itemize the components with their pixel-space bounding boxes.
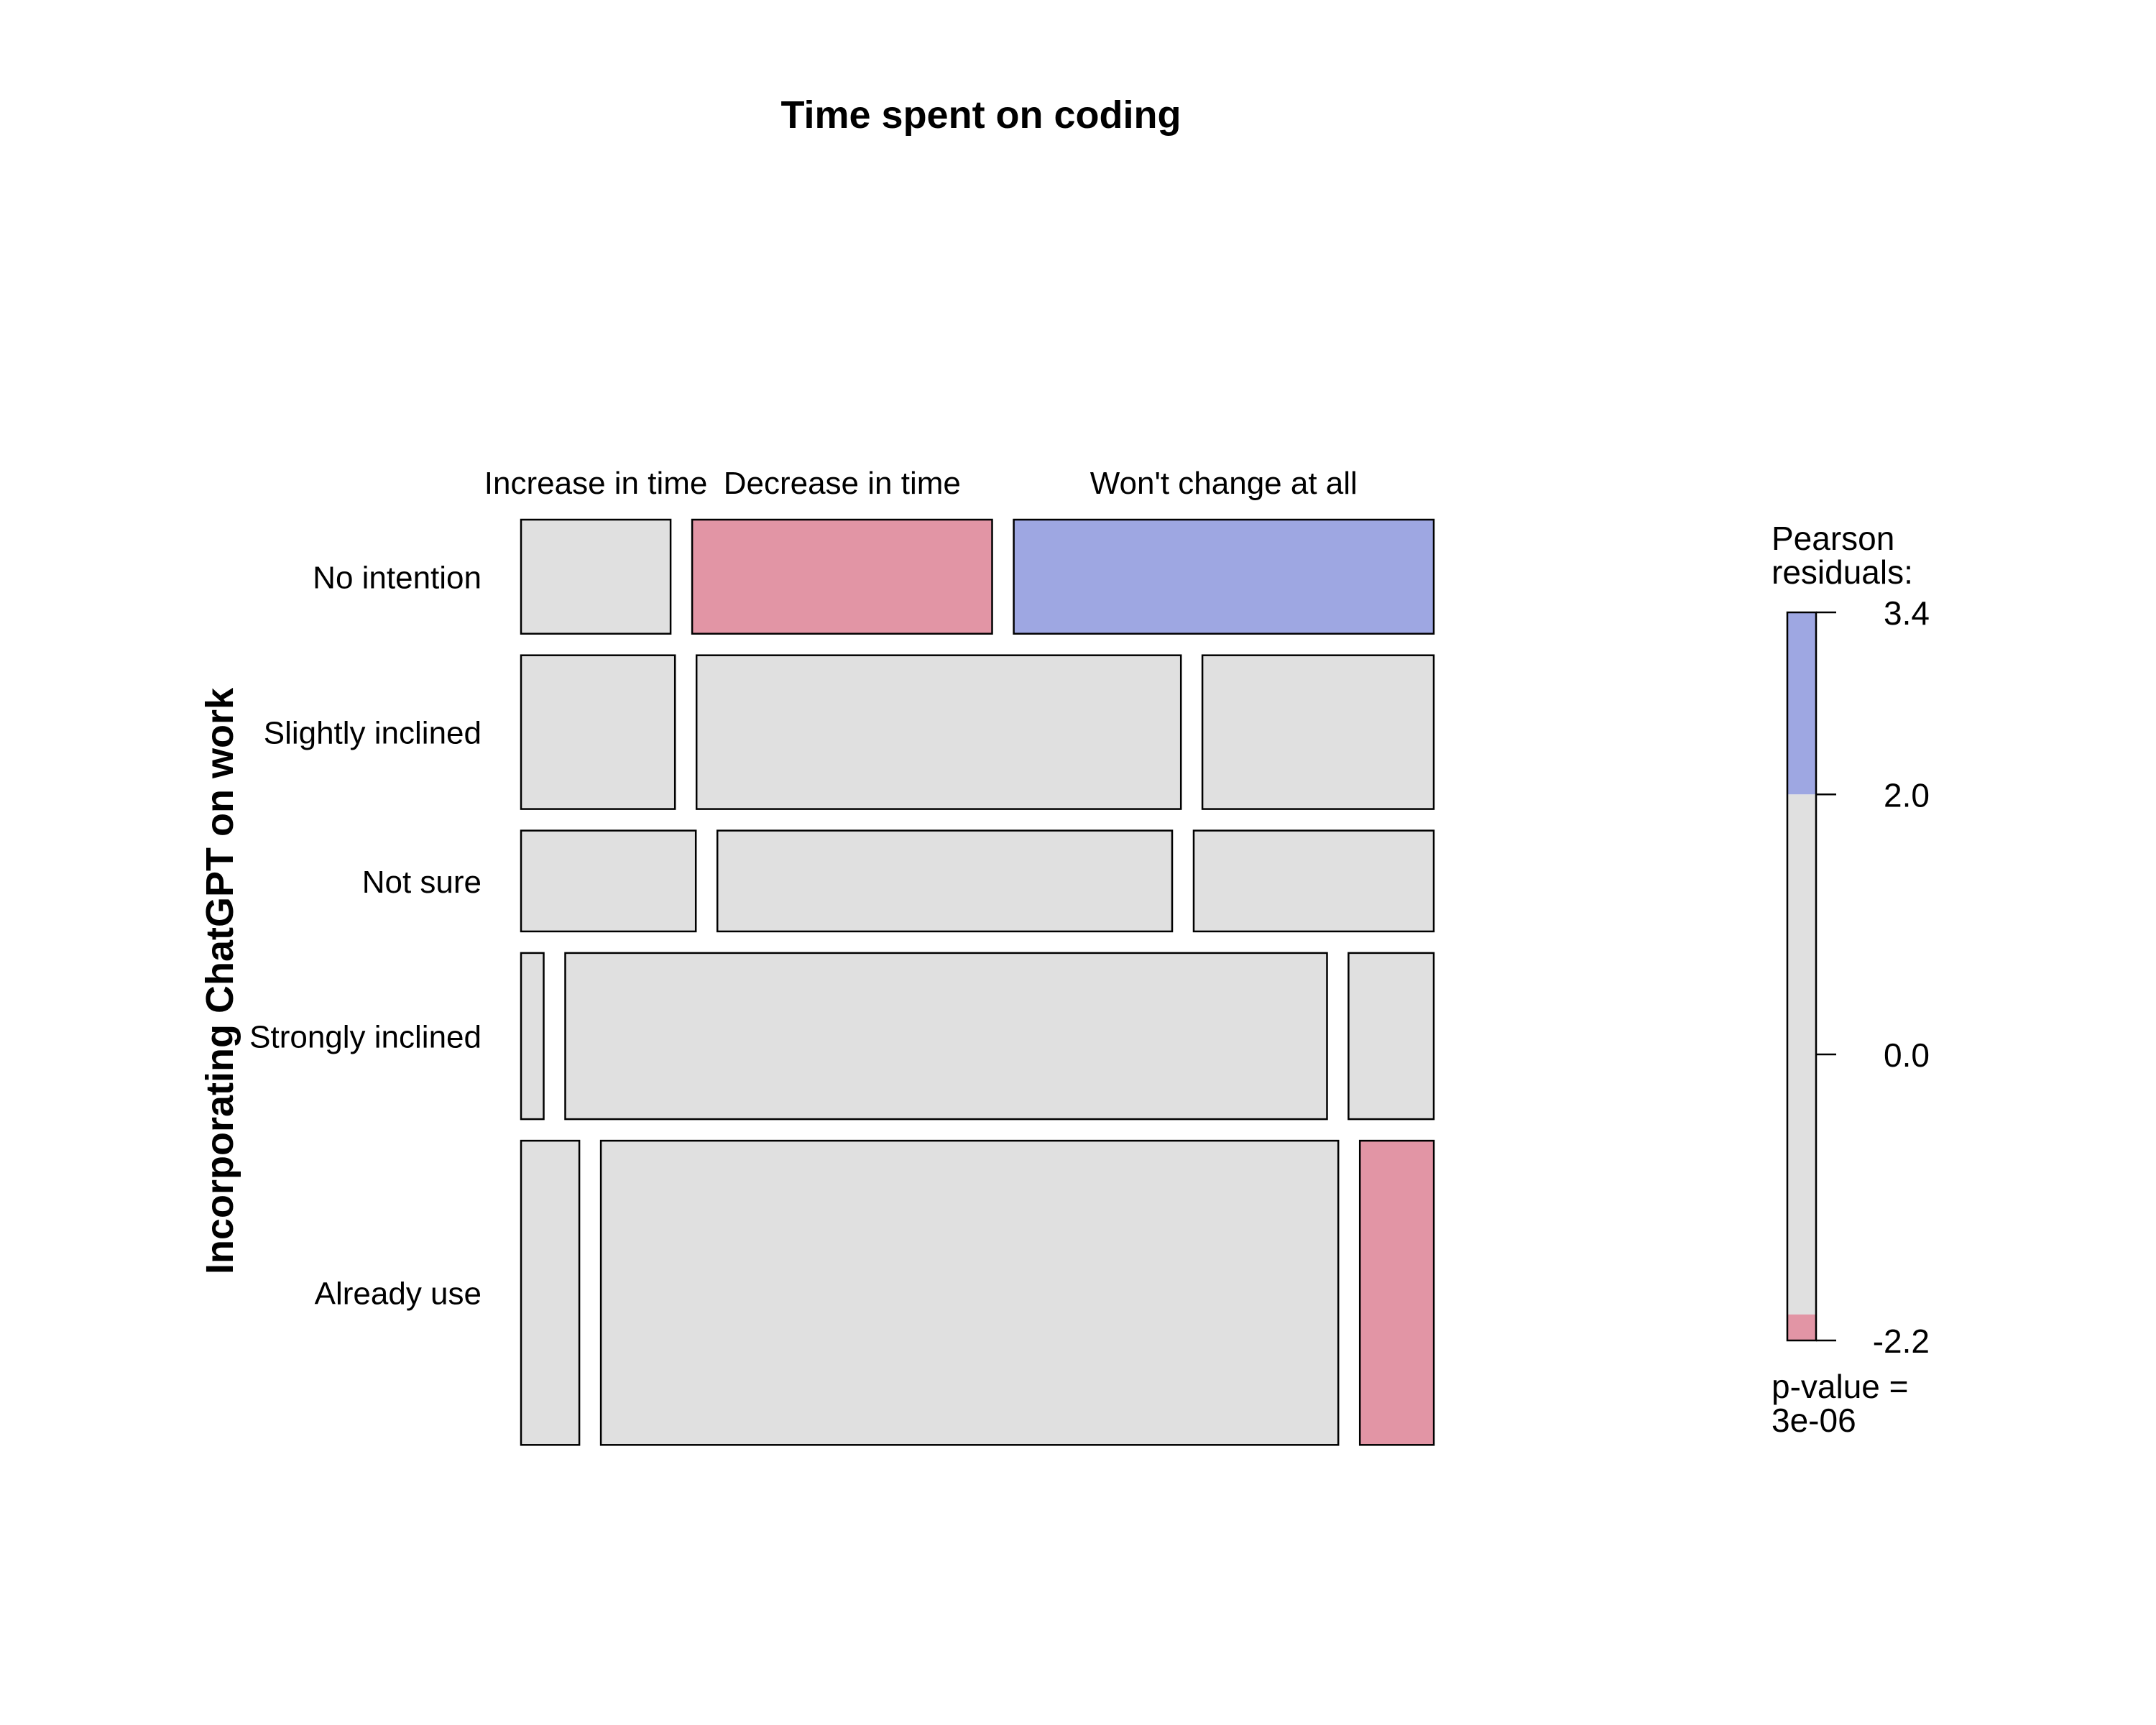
mosaic-tile — [520, 1139, 581, 1446]
residuals-legend: Pearson residuals: p-value = 3e-06 3.4 2.… — [1772, 520, 1930, 1439]
mosaic-tile — [695, 654, 1182, 810]
mosaic-tile — [520, 654, 676, 810]
mosaic-tile — [716, 829, 1174, 933]
row-label: Slightly inclined — [264, 716, 482, 751]
mosaic-tile — [1201, 654, 1435, 810]
row-label: Not sure — [362, 865, 482, 900]
mosaic-tiles — [520, 518, 1435, 1446]
mosaic-tile — [1013, 518, 1435, 635]
legend-title-line2: residuals: — [1772, 553, 1913, 591]
mosaic-tile — [1358, 1139, 1435, 1446]
legend-band — [1787, 794, 1816, 1315]
mosaic-tile — [1348, 952, 1435, 1121]
legend-tick-label: 2.0 — [1884, 776, 1930, 814]
legend-band — [1787, 1314, 1816, 1340]
mosaic-tile — [520, 518, 672, 635]
mosaic-tile — [1192, 829, 1435, 933]
legend-tick-label: 3.4 — [1884, 594, 1930, 632]
column-label: Decrease in time — [724, 466, 961, 501]
legend-tick-label: 0.0 — [1884, 1036, 1930, 1074]
pvalue-line2: 3e-06 — [1772, 1402, 1856, 1439]
mosaic-tile — [520, 829, 697, 933]
chart-title: Time spent on coding — [780, 93, 1181, 137]
row-label: Strongly inclined — [249, 1020, 482, 1055]
row-label: No intention — [313, 560, 482, 595]
mosaic-tile — [691, 518, 993, 635]
legend-bar-frame — [1786, 611, 1818, 1342]
legend-title-line1: Pearson — [1772, 520, 1894, 557]
y-axis-label: Incorporating ChatGPT on work — [198, 687, 241, 1274]
legend-band — [1787, 612, 1816, 795]
column-label: Increase in time — [484, 466, 708, 501]
legend-tick-label: -2.2 — [1873, 1322, 1930, 1360]
column-label: Won't change at all — [1090, 466, 1358, 501]
mosaic-tile — [599, 1139, 1340, 1446]
row-labels: No intention Slightly inclined Not sure Str… — [249, 560, 482, 1311]
mosaic-tile — [564, 952, 1328, 1121]
row-label: Already use — [315, 1276, 482, 1312]
column-labels: Increase in time Decrease in time Won't ch… — [484, 466, 1358, 501]
mosaic-tile — [520, 952, 545, 1121]
pvalue-line1: p-value = — [1772, 1368, 1909, 1405]
